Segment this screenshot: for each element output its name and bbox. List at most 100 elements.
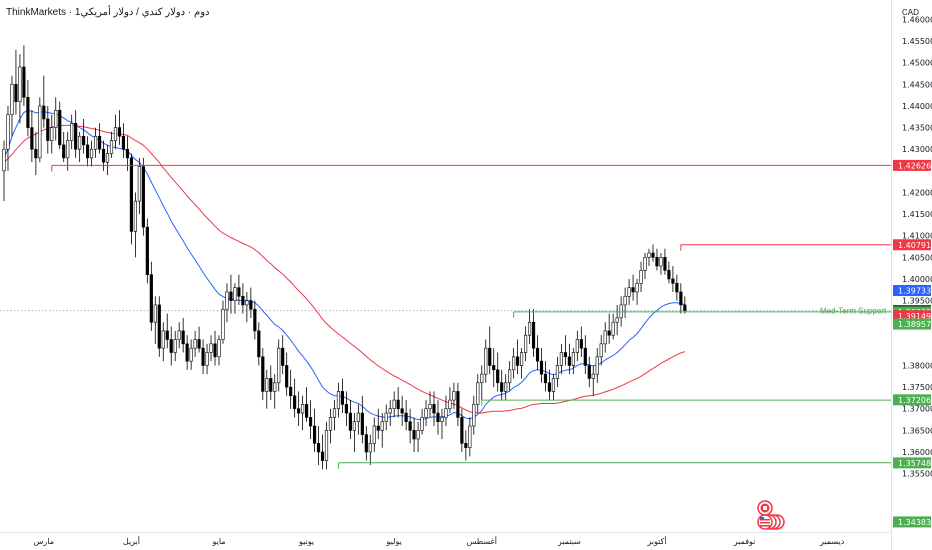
candle-body-down — [289, 386, 293, 397]
candle-body-up — [591, 373, 595, 379]
candle-body-down — [675, 283, 679, 293]
candle — [504, 374, 508, 401]
candle-body-down — [539, 360, 544, 375]
candle — [531, 309, 536, 357]
candle-body-up — [659, 257, 663, 267]
candle-body-up — [452, 391, 456, 401]
price-axis[interactable]: 1.46000 1.45500 1.45000 1.44500 1.44000 1.435… — [902, 15, 932, 478]
candle — [388, 400, 392, 427]
candle-body-down — [101, 148, 106, 163]
candle-body-down — [46, 118, 50, 141]
candle — [627, 278, 631, 305]
event-icons[interactable] — [757, 500, 785, 530]
price-tag-box — [893, 159, 931, 171]
candle — [217, 335, 221, 366]
candle-body-down — [655, 257, 659, 267]
candle-body-up — [352, 421, 356, 431]
candle-body-up — [623, 295, 627, 306]
price-tag: 1.40791 — [893, 239, 931, 251]
candle-body-up — [611, 321, 615, 336]
candle-body-down — [400, 408, 404, 414]
candle-body-down — [30, 127, 34, 150]
candle-body-up — [599, 343, 603, 358]
candle-body-down — [583, 347, 587, 366]
candle — [336, 382, 341, 418]
candle-body-down — [141, 166, 145, 228]
candle — [233, 283, 237, 314]
candle-body-down — [535, 347, 540, 362]
candle — [559, 343, 564, 375]
candle — [360, 395, 364, 444]
candle-body-up — [109, 140, 114, 154]
candle-body-down — [567, 356, 571, 366]
candle — [575, 330, 579, 362]
candle — [535, 335, 540, 370]
price-tick-label: 1.37500 — [902, 383, 932, 392]
candle-body-down — [460, 417, 464, 444]
candle — [157, 296, 161, 357]
candle — [527, 309, 532, 344]
candle — [424, 400, 428, 427]
candle-body-down — [531, 321, 536, 349]
candle-body-up — [512, 356, 516, 371]
candle-body-down — [34, 148, 38, 159]
candle-body-down — [436, 412, 440, 423]
price-tick-label: 1.40500 — [902, 253, 932, 262]
candle-body-down — [269, 378, 273, 392]
candle — [472, 395, 476, 435]
candle — [639, 261, 643, 292]
canada-flag-icon[interactable] — [757, 500, 773, 516]
candle-body-down — [285, 365, 289, 388]
candle-body-up — [468, 425, 472, 448]
price-tick-label: 1.42000 — [902, 188, 932, 197]
candle — [408, 408, 412, 444]
candle-body-down — [281, 347, 285, 366]
time-axis[interactable]: مارس أبريل مايو يونيو يوليو أغسطس سبتمبر أكتوبر… — [34, 536, 845, 546]
candle — [651, 244, 655, 262]
candle — [496, 352, 500, 392]
candle-body-down — [496, 369, 500, 384]
candle-body-down — [312, 425, 317, 444]
candle — [476, 374, 480, 414]
price-tick-label: 1.40000 — [902, 275, 932, 284]
candle-body-down — [464, 443, 468, 448]
price-tag-box — [893, 318, 931, 330]
candle-body-down — [165, 330, 169, 340]
candle — [42, 75, 46, 128]
moving-average-line-2 — [3, 124, 685, 414]
candle-body-up — [332, 408, 337, 418]
candle — [480, 365, 484, 401]
candle-body-up — [137, 166, 141, 202]
candle-body-down — [14, 84, 18, 102]
candle — [567, 343, 571, 375]
candle-body-up — [559, 352, 564, 366]
candle-body-up — [10, 84, 14, 115]
candle-body-up — [551, 378, 556, 392]
candle — [643, 253, 647, 279]
candle — [519, 348, 524, 379]
candle-body-up — [301, 404, 305, 414]
candle — [209, 335, 213, 362]
price-tag-label: 1.34383 — [898, 518, 931, 527]
candle — [289, 369, 293, 409]
candle-body-up — [627, 287, 631, 297]
candle — [344, 391, 349, 427]
candle-body-down — [432, 404, 436, 414]
candle — [404, 400, 408, 431]
candle-body-down — [121, 135, 126, 150]
us-flag-icon[interactable] — [757, 514, 785, 530]
candle — [293, 378, 297, 418]
candle-body-up — [388, 408, 392, 414]
candle-body-down — [249, 300, 253, 310]
candle-body-up — [173, 339, 177, 353]
candle-body-down — [412, 430, 416, 440]
candle — [448, 387, 452, 414]
candle-body-up — [328, 417, 333, 431]
price-tick-label: 1.43000 — [902, 145, 932, 154]
price-tick-label: 1.39500 — [902, 297, 932, 306]
candle-body-up — [635, 283, 639, 293]
candle-body-up — [440, 417, 444, 423]
candle-body-up — [575, 339, 579, 353]
candle — [105, 144, 110, 176]
